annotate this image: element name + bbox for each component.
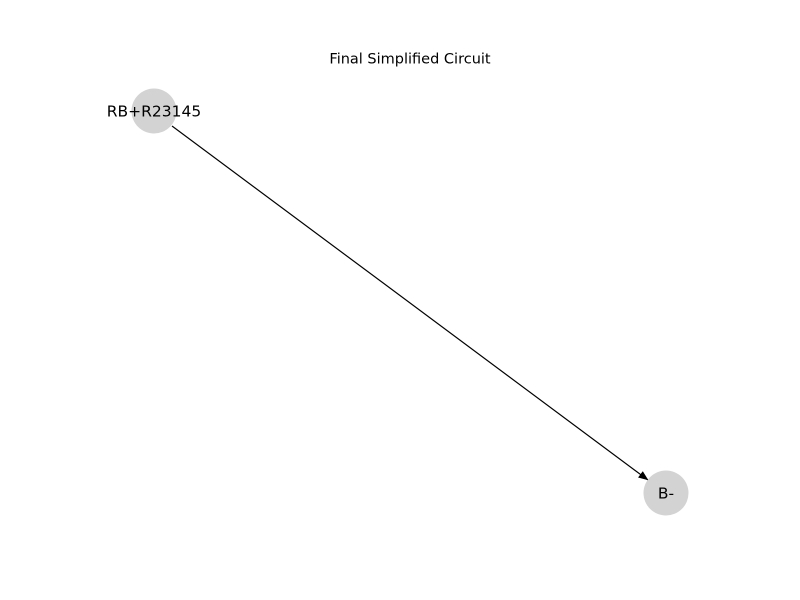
node-b-minus: B- <box>643 470 689 516</box>
node-rb-r23145: RB+R23145 <box>107 88 201 134</box>
node-circle <box>131 88 177 134</box>
node-label: B- <box>658 485 674 503</box>
node-circle <box>643 470 689 516</box>
node-label: RB+R23145 <box>107 103 201 121</box>
edge-rb-to-b-minus <box>171 125 649 481</box>
figure-title: Final Simplified Circuit <box>329 52 490 68</box>
